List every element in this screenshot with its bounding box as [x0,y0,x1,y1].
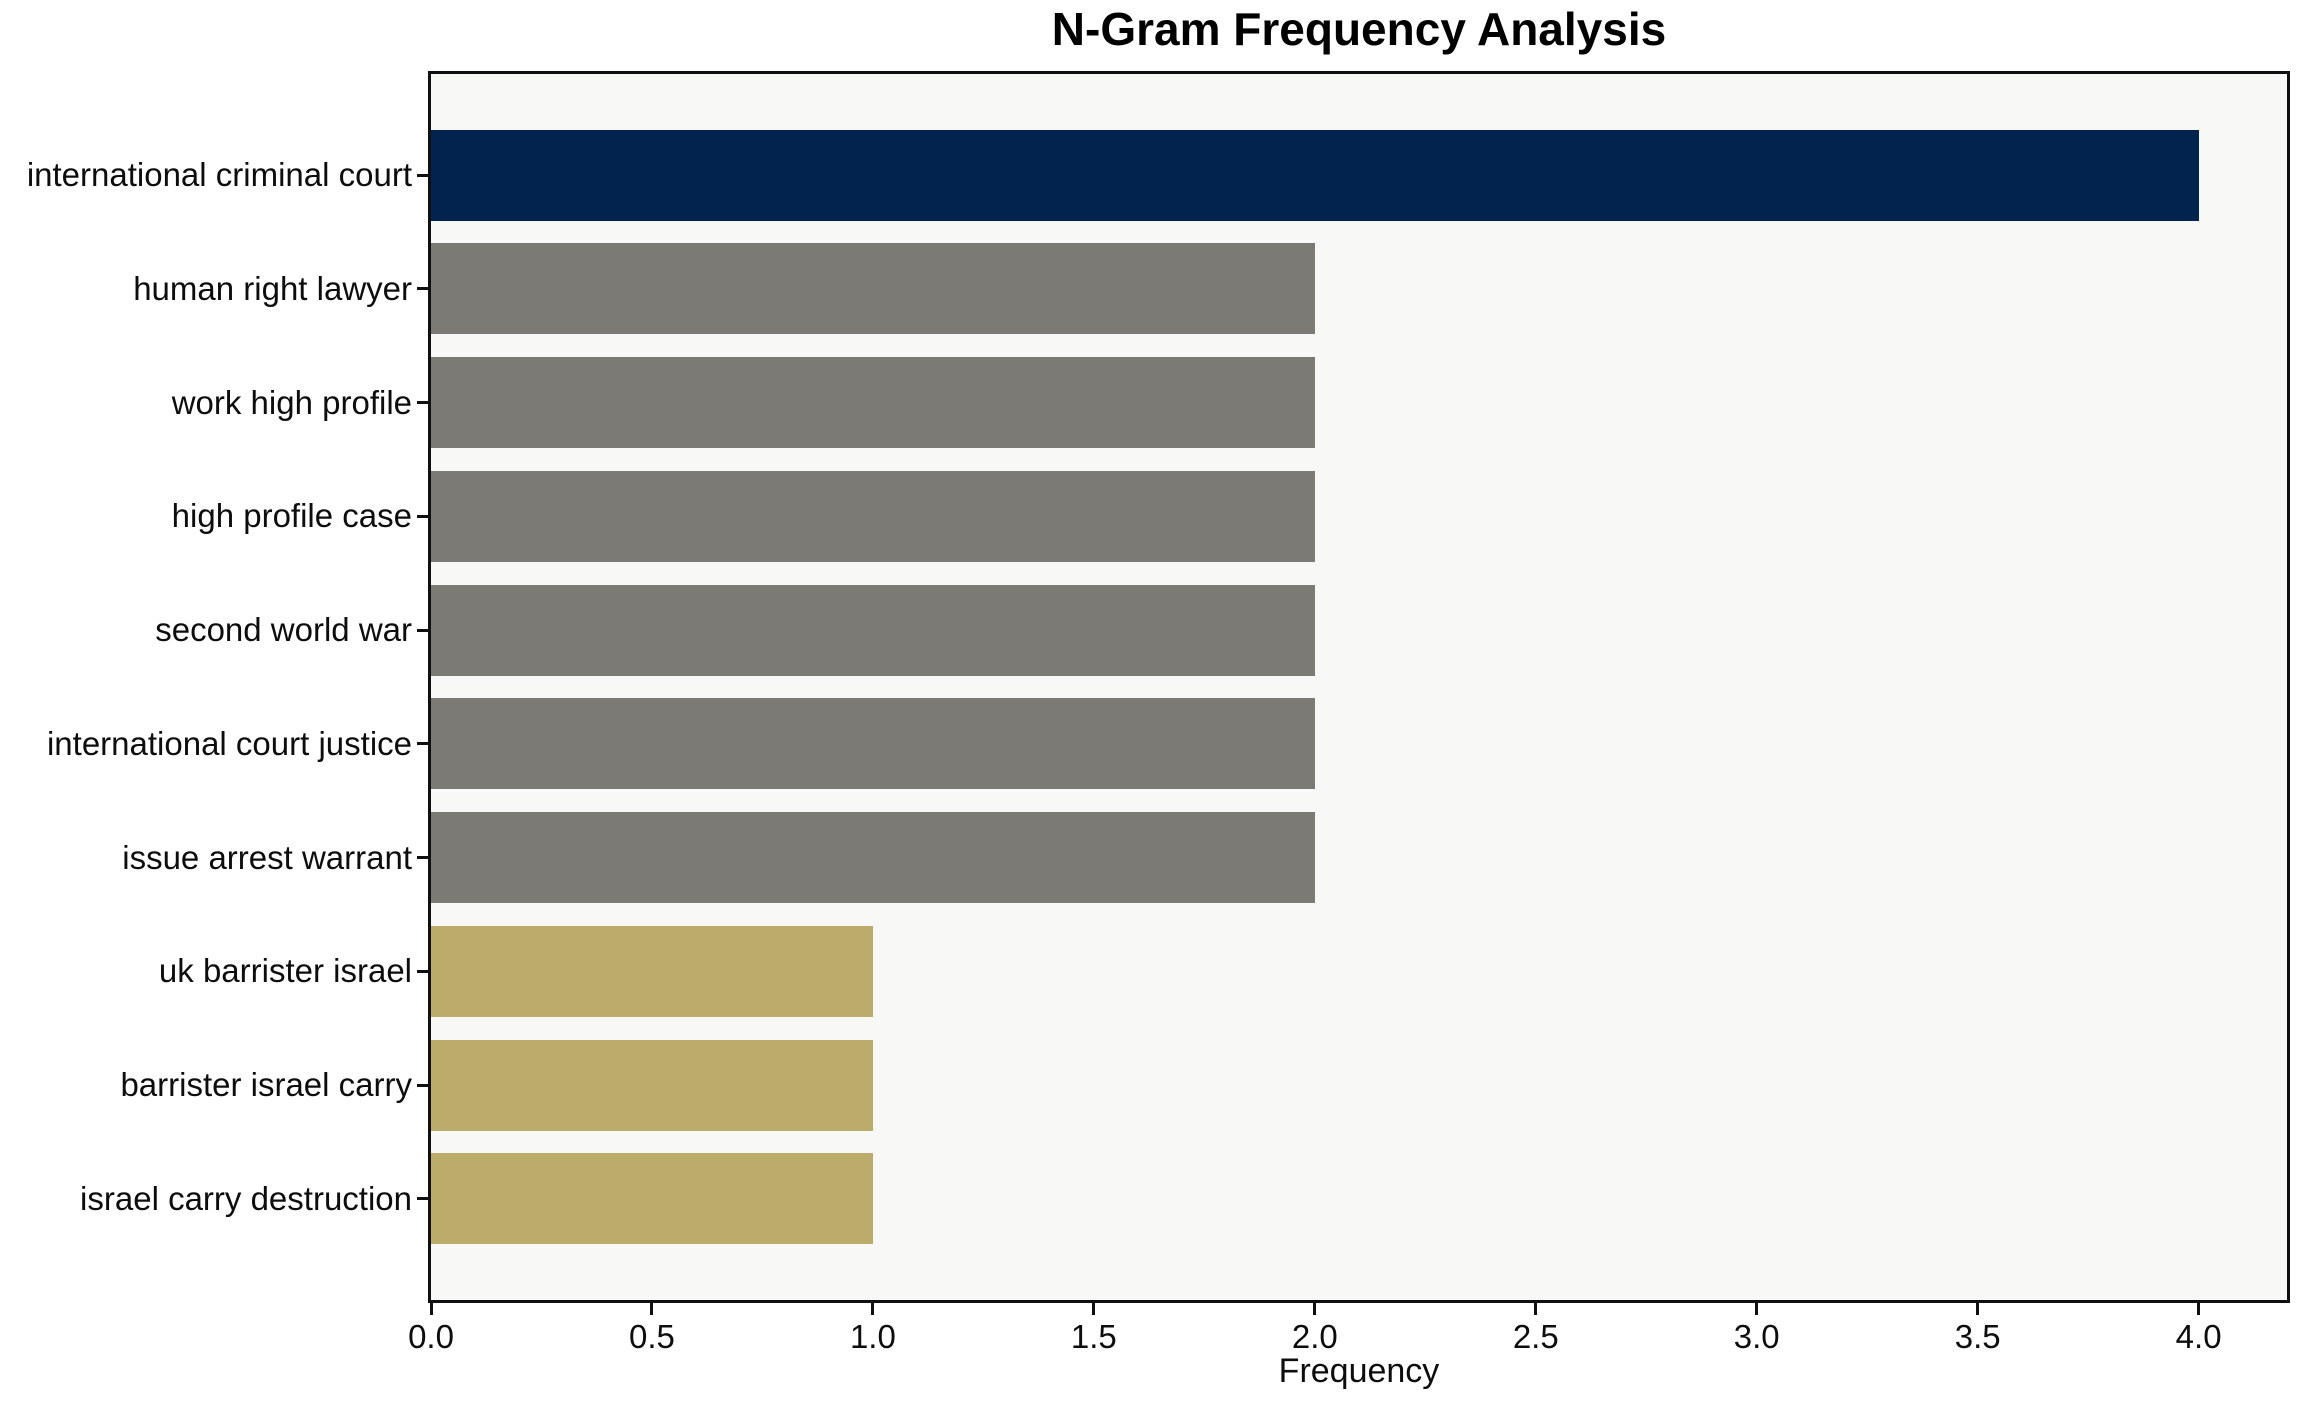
x-tick-label: 2.5 [1512,1318,1559,1355]
y-tick-mark [417,1197,428,1201]
y-tick-label: international criminal court [26,156,412,194]
x-tick-mark [1534,1303,1538,1315]
x-tick-mark [1976,1303,1980,1315]
y-tick-mark [417,969,428,973]
y-tick-mark [417,1083,428,1087]
y-tick-mark [417,856,428,860]
y-tick-mark [417,628,428,632]
y-tick-label: human right lawyer [133,269,412,307]
x-tick-label: 0.0 [408,1318,454,1355]
y-tick-label: israel carry destruction [80,1179,412,1217]
bar-human-right-lawyer [431,243,1315,335]
x-tick-mark [1313,1303,1317,1315]
bar-high-profile-case [431,470,1315,562]
x-tick-label: 2.0 [1291,1318,1338,1355]
y-tick-label: barrister israel carry [120,1066,412,1104]
bar-issue-arrest-warrant [431,812,1315,904]
bar-israel-carry-destruction [431,1153,873,1245]
bar-international-court-justice [431,698,1315,790]
x-axis-title: Frequency [1278,1352,1440,1390]
y-tick-mark [417,514,428,518]
y-tick-label: work high profile [171,383,412,421]
x-tick-label: 1.5 [1070,1318,1117,1355]
x-tick-label: 0.5 [629,1318,675,1355]
x-tick-label: 1.0 [849,1318,896,1355]
x-tick-mark [650,1303,654,1315]
y-tick-mark [417,287,428,291]
x-tick-mark [2197,1303,2201,1315]
y-tick-mark [417,742,428,746]
plot-area [428,71,2290,1303]
x-tick-mark [1092,1303,1096,1315]
bar-barrister-israel-carry [431,1039,873,1131]
y-tick-label: uk barrister israel [158,952,412,990]
x-tick-mark [1755,1303,1759,1315]
x-tick-mark [429,1303,433,1315]
x-tick-label: 3.5 [1954,1318,2001,1355]
y-tick-label: high profile case [171,497,412,535]
x-tick-mark [871,1303,875,1315]
y-tick-label: issue arrest warrant [122,838,412,876]
bar-second-world-war [431,584,1315,676]
bar-work-high-profile [431,357,1315,449]
x-tick-label: 4.0 [2175,1318,2222,1355]
x-tick-label: 3.0 [1733,1318,1780,1355]
y-tick-label: second world war [155,611,412,649]
y-tick-mark [417,401,428,405]
y-tick-mark [417,173,428,177]
y-tick-label: international court justice [46,724,412,762]
chart-title: N-Gram Frequency Analysis [1051,3,1667,55]
bar-uk-barrister-israel [431,925,873,1017]
bar-international-criminal-court [431,129,2199,221]
